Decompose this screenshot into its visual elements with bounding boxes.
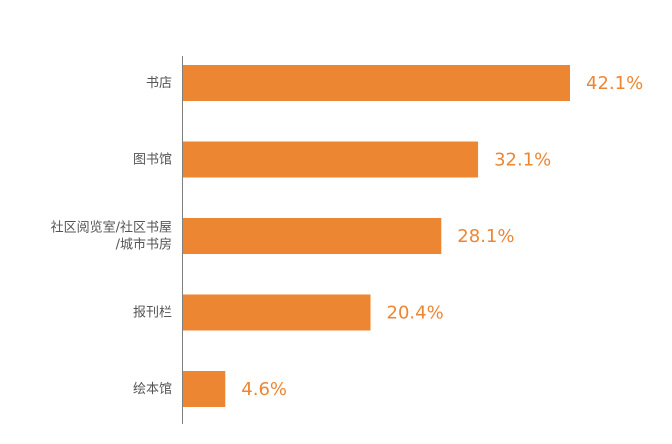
category-label-4: 绘本馆 bbox=[133, 382, 172, 397]
category-label-line: 绘本馆 bbox=[133, 382, 172, 397]
bars-group bbox=[183, 65, 570, 407]
value-label-2: 28.1% bbox=[457, 226, 514, 247]
category-label-line: 书店 bbox=[146, 76, 172, 91]
value-label-1: 32.1% bbox=[494, 150, 551, 171]
category-label-line: 报刊栏 bbox=[133, 306, 172, 321]
category-label-line: 图书馆 bbox=[133, 153, 172, 168]
value-label-3: 20.4% bbox=[387, 303, 444, 324]
bar-1 bbox=[183, 141, 479, 178]
value-label-4: 4.6% bbox=[241, 379, 287, 400]
bar-2 bbox=[183, 218, 442, 254]
category-label-1: 图书馆 bbox=[133, 153, 172, 168]
value-label-0: 42.1% bbox=[586, 73, 643, 94]
bar-4 bbox=[183, 371, 226, 407]
category-label-line: 社区阅览室/社区书屋 bbox=[51, 220, 172, 236]
value-labels-group: 42.1% 32.1% 28.1% 20.4% 4.6% bbox=[241, 73, 643, 400]
category-label-3: 报刊栏 bbox=[133, 306, 172, 321]
category-label-0: 书店 bbox=[146, 76, 172, 91]
bar-3 bbox=[183, 294, 371, 331]
category-label-line: /城市书房 bbox=[116, 237, 172, 253]
category-label-2: 社区阅览室/社区书屋/城市书房 bbox=[51, 220, 172, 253]
bar-0 bbox=[183, 65, 570, 101]
